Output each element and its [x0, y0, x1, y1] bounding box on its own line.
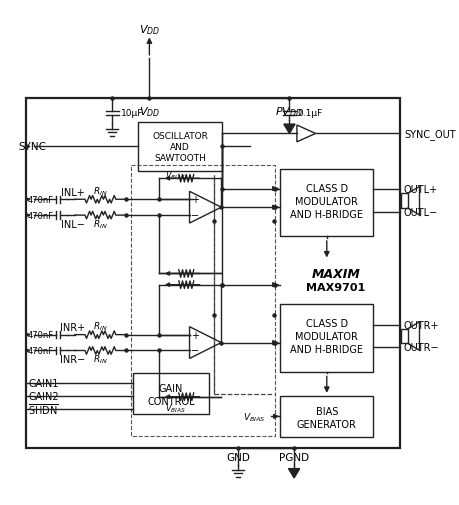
Text: AND H-BRIDGE: AND H-BRIDGE [290, 209, 363, 219]
Text: 0.1µF: 0.1µF [298, 109, 323, 118]
Text: +: + [191, 195, 199, 205]
Bar [402, 194, 408, 209]
Text: SYNC: SYNC [19, 142, 47, 152]
Text: 470nF: 470nF [28, 211, 54, 220]
Text: $R_{IN}$: $R_{IN}$ [93, 353, 108, 366]
Text: CLASS D: CLASS D [306, 318, 348, 328]
Text: SYNC_OUT: SYNC_OUT [404, 129, 456, 139]
Text: $V_{DD}$: $V_{DD}$ [139, 23, 160, 37]
Text: MODULATOR: MODULATOR [295, 331, 358, 341]
Text: $V_{BIAS}$: $V_{BIAS}$ [243, 410, 265, 423]
Text: OSCILLATOR: OSCILLATOR [152, 131, 208, 140]
Text: 10µF: 10µF [121, 109, 144, 118]
Bar [133, 374, 209, 415]
Text: $R_{IN}$: $R_{IN}$ [93, 320, 108, 333]
Bar [280, 170, 374, 237]
Text: $V_{DD}$: $V_{DD}$ [139, 105, 160, 119]
Text: OUTL−: OUTL− [403, 208, 437, 218]
Polygon shape [284, 125, 295, 134]
Text: OUTR−: OUTR− [403, 342, 439, 352]
Bar [138, 123, 222, 171]
Text: AND: AND [170, 143, 190, 152]
Text: INR+: INR+ [60, 323, 85, 332]
Text: INR−: INR− [60, 354, 85, 364]
Text: 470nF: 470nF [28, 346, 54, 356]
Text: CONTROL: CONTROL [147, 396, 195, 407]
Text: −: − [191, 211, 199, 221]
Bar [131, 166, 275, 436]
Text: PGND: PGND [279, 452, 309, 463]
Text: INL+: INL+ [61, 187, 85, 197]
Text: 470nF: 470nF [28, 195, 54, 205]
Bar [402, 329, 408, 344]
Text: GND: GND [226, 452, 250, 463]
Text: MAX9701: MAX9701 [307, 282, 366, 292]
Text: GAIN2: GAIN2 [28, 391, 59, 401]
Text: $R_{IN}$: $R_{IN}$ [93, 185, 108, 197]
Text: GAIN1: GAIN1 [28, 378, 58, 388]
Text: AND H-BRIDGE: AND H-BRIDGE [290, 344, 363, 355]
Text: GAIN: GAIN [159, 384, 183, 393]
Bar [26, 99, 400, 448]
Text: GENERATOR: GENERATOR [297, 419, 357, 429]
Text: INL−: INL− [61, 219, 85, 229]
Text: BIAS: BIAS [316, 406, 338, 416]
Text: OUTR+: OUTR+ [403, 320, 439, 330]
Text: $PV_{DD}$: $PV_{DD}$ [275, 105, 303, 119]
Text: OUTL+: OUTL+ [403, 185, 437, 195]
Text: $V_{BIAS}$: $V_{BIAS}$ [165, 169, 186, 181]
Text: SAWTOOTH: SAWTOOTH [154, 154, 206, 163]
Text: MODULATOR: MODULATOR [295, 196, 358, 206]
Text: $V_{BIAS}$: $V_{BIAS}$ [165, 402, 186, 414]
Polygon shape [289, 469, 300, 478]
Bar [280, 305, 374, 372]
Text: CLASS D: CLASS D [306, 183, 348, 193]
Text: MAXIM: MAXIM [312, 268, 361, 280]
Text: $R_{IN}$: $R_{IN}$ [93, 218, 108, 230]
Text: +: + [191, 330, 199, 340]
Text: $\overline{\rm SHDN}$: $\overline{\rm SHDN}$ [28, 401, 58, 417]
Text: 470nF: 470nF [28, 330, 54, 339]
Bar [280, 396, 374, 437]
Text: −: − [191, 346, 199, 356]
